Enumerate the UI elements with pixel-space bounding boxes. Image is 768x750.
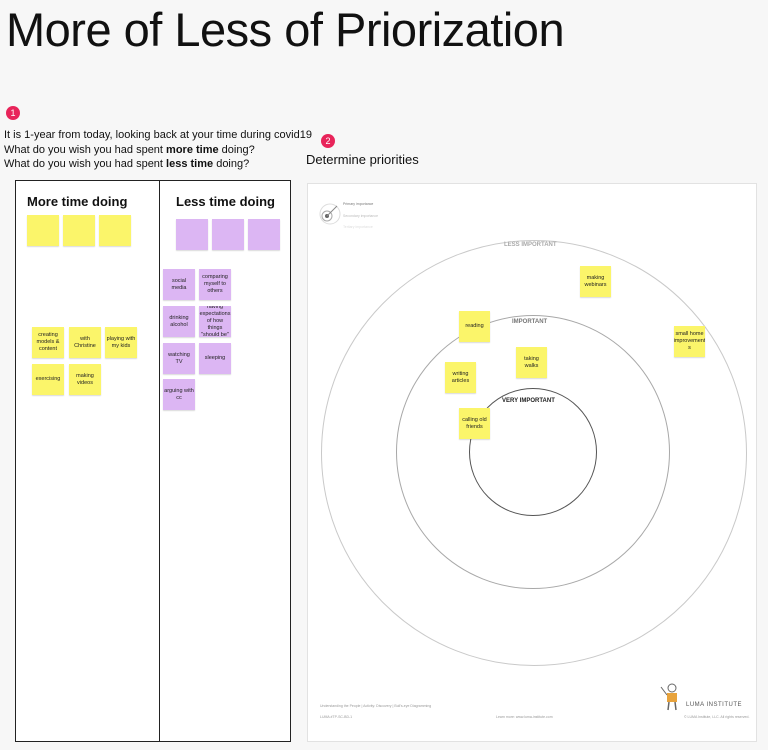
sticky-note[interactable]: sleeping (199, 343, 231, 374)
step-2-badge: 2 (321, 134, 335, 148)
footer-code: LUMA #TP-SC-BD-1 (320, 715, 353, 719)
sticky-note[interactable]: writing articles (445, 362, 476, 393)
sticky-note[interactable]: comparing myself to others (199, 269, 231, 300)
legend-primary: Primary importance (343, 202, 374, 206)
determine-priorities-title: Determine priorities (306, 152, 419, 167)
sticky-note[interactable]: calling old friends (459, 408, 490, 439)
step-1-badge: 1 (6, 106, 20, 120)
sticky-note-blank[interactable] (99, 215, 131, 246)
sticky-note[interactable]: arguing with cc (163, 379, 195, 410)
more-less-board: More time doing Less time doing creating… (15, 180, 291, 742)
legend-secondary: Secondary importance (343, 214, 379, 218)
ring-very-important (469, 388, 597, 516)
ring-important (396, 315, 670, 589)
sticky-note-blank[interactable] (27, 215, 59, 246)
sticky-note-blank[interactable] (176, 219, 208, 250)
ring-label-less: LESS IMPORTANT (504, 242, 557, 248)
luma-figure-icon (660, 683, 677, 711)
sticky-note[interactable]: social media (163, 269, 195, 300)
sticky-note[interactable]: exercising (32, 364, 64, 395)
more-time-heading: More time doing (27, 194, 128, 209)
legend-target-icon (319, 203, 341, 225)
sticky-note[interactable]: creating models & content (32, 327, 64, 358)
prompt-line-1: It is 1-year from today, looking back at… (4, 129, 312, 141)
sticky-note[interactable]: playing with my kids (105, 327, 137, 358)
ring-label-important: IMPORTANT (512, 319, 548, 325)
ring-less-important (321, 240, 747, 666)
sticky-note-blank[interactable] (63, 215, 95, 246)
less-time-heading: Less time doing (176, 194, 275, 209)
prompt-line-2: What do you wish you had spent more time… (4, 144, 255, 156)
sticky-note[interactable]: having expectations of how things "shoul… (199, 306, 231, 337)
sticky-note[interactable]: making webinars (580, 266, 611, 297)
sticky-note-blank[interactable] (212, 219, 244, 250)
luma-logo: LUMA INSTITUTE (686, 702, 743, 708)
bullseye-sheet: Primary importance Secondary importance … (307, 183, 757, 742)
legend-tertiary: Tertiary importance (343, 225, 373, 229)
sticky-note[interactable]: drinking alcohol (163, 306, 195, 337)
sticky-note[interactable]: small home improvement s (674, 326, 705, 357)
footer-copyright: © LUMA Institute, LLC. All rights reserv… (684, 715, 750, 719)
ring-label-very: VERY IMPORTANT (502, 398, 555, 404)
page-title: More of Less of Priorization (6, 3, 565, 56)
sticky-note[interactable]: with Christine (69, 327, 101, 358)
sticky-note[interactable]: watching TV (163, 343, 195, 374)
sticky-note[interactable]: reading (459, 311, 490, 342)
prompt-line-3: What do you wish you had spent less time… (4, 158, 250, 170)
footer-activity: Understanding the People | Activity: Dis… (320, 704, 432, 708)
sticky-note[interactable]: taking walks (516, 347, 547, 378)
sticky-note-blank[interactable] (248, 219, 280, 250)
board-divider (159, 181, 160, 741)
footer-learn-more: Learn more: www.luma-institute.com (496, 715, 553, 719)
sticky-note[interactable]: making videos (69, 364, 101, 395)
